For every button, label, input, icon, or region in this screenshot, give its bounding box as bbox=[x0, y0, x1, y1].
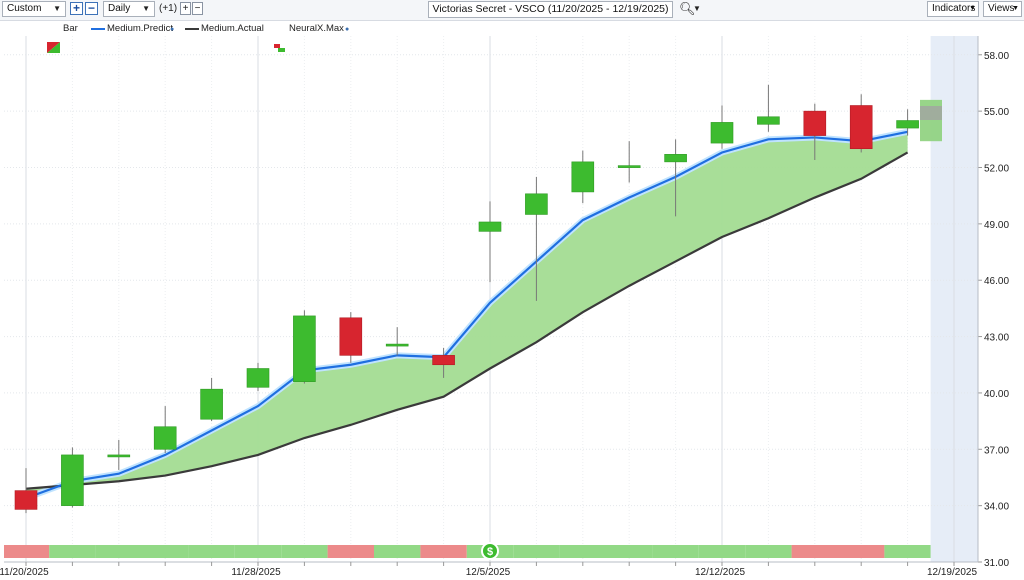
neuralx-segment bbox=[838, 545, 885, 558]
chevron-down-icon[interactable]: ▼ bbox=[693, 4, 701, 13]
candle[interactable] bbox=[664, 154, 687, 163]
y-tick-label: 31.00 bbox=[984, 558, 1009, 569]
x-tick-label: 12/12/2025 bbox=[695, 567, 745, 578]
candle[interactable] bbox=[61, 454, 84, 506]
candle[interactable] bbox=[432, 355, 455, 366]
toolbar: Custom ▼ + − Daily ▼ (+1) + − Victorias … bbox=[0, 0, 1024, 21]
indicators-button[interactable]: Indicators ▼ bbox=[927, 1, 979, 17]
plus-small-icon[interactable]: + bbox=[180, 2, 191, 15]
dividend-marker[interactable] bbox=[481, 542, 499, 560]
candle[interactable] bbox=[525, 193, 548, 215]
neuralx-segment bbox=[4, 545, 50, 558]
legend-predict[interactable]: Medium.Predict bbox=[107, 23, 173, 34]
candle[interactable] bbox=[14, 490, 38, 510]
y-tick-label: 52.00 bbox=[984, 164, 1009, 175]
chevron-down-icon: ▼ bbox=[142, 4, 150, 13]
predict-actual-band bbox=[26, 131, 908, 499]
x-tick-label: 11/20/2025 bbox=[0, 567, 49, 578]
legend-bar[interactable]: Bar bbox=[63, 23, 78, 34]
period-select[interactable]: Custom ▼ bbox=[2, 1, 66, 17]
period-select-value: Custom bbox=[7, 3, 42, 14]
bar-icon bbox=[47, 42, 60, 53]
neuralx-segment bbox=[49, 545, 96, 558]
minus-small-icon[interactable]: − bbox=[192, 2, 203, 15]
neuralx-segment bbox=[95, 545, 142, 558]
candle[interactable] bbox=[107, 454, 131, 458]
neuralx-segment bbox=[745, 545, 792, 558]
y-tick-label: 58.00 bbox=[984, 51, 1009, 62]
candle[interactable] bbox=[803, 110, 827, 136]
neuralx-icon bbox=[274, 44, 285, 52]
candle[interactable] bbox=[478, 221, 502, 232]
candle[interactable] bbox=[757, 116, 780, 125]
x-tick-label: 12/19/2025 bbox=[927, 567, 977, 578]
candle[interactable] bbox=[896, 120, 919, 129]
y-tick-label: 55.00 bbox=[984, 107, 1009, 118]
candle[interactable] bbox=[246, 368, 270, 388]
candle[interactable] bbox=[200, 388, 223, 420]
info-dot-icon[interactable]: ● bbox=[345, 26, 350, 33]
chevron-down-icon: ▼ bbox=[1012, 5, 1019, 12]
indicators-label: Indicators bbox=[932, 3, 976, 14]
symbol-title[interactable]: Victorias Secret - VSCO (11/20/2025 - 12… bbox=[428, 1, 673, 18]
neuralx-segment bbox=[559, 545, 606, 558]
dividend-marker-label: $ bbox=[487, 546, 493, 558]
y-tick-label: 49.00 bbox=[984, 220, 1009, 231]
candle[interactable] bbox=[710, 122, 734, 144]
minus-icon[interactable]: − bbox=[85, 2, 98, 15]
neuralx-segment bbox=[652, 545, 699, 558]
views-label: Views bbox=[988, 3, 1015, 14]
neuralx-segment bbox=[791, 545, 838, 558]
y-tick-label: 34.00 bbox=[984, 502, 1009, 513]
candle[interactable] bbox=[153, 426, 177, 450]
neuralx-segment bbox=[698, 545, 746, 558]
info-dot-icon[interactable]: ● bbox=[170, 26, 175, 33]
neuralx-segment bbox=[513, 545, 560, 558]
views-button[interactable]: Views ▼ bbox=[983, 1, 1022, 17]
neuralx-segment bbox=[234, 545, 282, 558]
y-tick-label: 40.00 bbox=[984, 389, 1009, 400]
neuralx-segment bbox=[327, 545, 374, 558]
chevron-down-icon: ▼ bbox=[969, 5, 976, 12]
neuralx-segment bbox=[884, 545, 931, 558]
interval-select[interactable]: Daily ▼ bbox=[103, 1, 155, 17]
neuralx-segment bbox=[606, 545, 653, 558]
x-tick-label: 12/5/2025 bbox=[466, 567, 511, 578]
legend-actual[interactable]: Medium.Actual bbox=[201, 23, 264, 34]
candle[interactable] bbox=[339, 317, 363, 356]
legend: Bar Medium.Predict ● Medium.Actual Neura… bbox=[0, 20, 900, 53]
forecast-range bbox=[920, 105, 942, 120]
y-tick-label: 43.00 bbox=[984, 333, 1009, 344]
series-line-medium-predict[interactable] bbox=[25, 130, 908, 500]
candle[interactable] bbox=[617, 165, 641, 168]
candle[interactable] bbox=[293, 315, 316, 382]
neuralx-segment bbox=[420, 545, 467, 558]
candle[interactable] bbox=[849, 105, 873, 150]
y-tick-label: 46.00 bbox=[984, 276, 1009, 287]
x-tick-label: 11/28/2025 bbox=[231, 567, 281, 578]
magnifier-icon[interactable]: 🔍︎ bbox=[679, 1, 696, 16]
plus-icon[interactable]: + bbox=[70, 2, 83, 15]
y-tick-label: 37.00 bbox=[984, 445, 1009, 456]
neuralx-segment bbox=[281, 545, 328, 558]
chevron-down-icon: ▼ bbox=[53, 4, 61, 13]
candle[interactable] bbox=[385, 343, 409, 347]
series-line-medium-actual[interactable] bbox=[25, 151, 909, 490]
neuralx-segment bbox=[188, 545, 235, 558]
neuralx-segment bbox=[142, 545, 189, 558]
candle[interactable] bbox=[571, 161, 595, 193]
legend-neuralx[interactable]: NeuralX.Max bbox=[289, 23, 344, 34]
neuralx-segment bbox=[374, 545, 421, 558]
interval-select-value: Daily bbox=[108, 3, 131, 14]
legend-predict-swatch bbox=[91, 28, 105, 30]
offset-label: (+1) bbox=[159, 3, 178, 14]
legend-actual-swatch bbox=[185, 28, 199, 30]
